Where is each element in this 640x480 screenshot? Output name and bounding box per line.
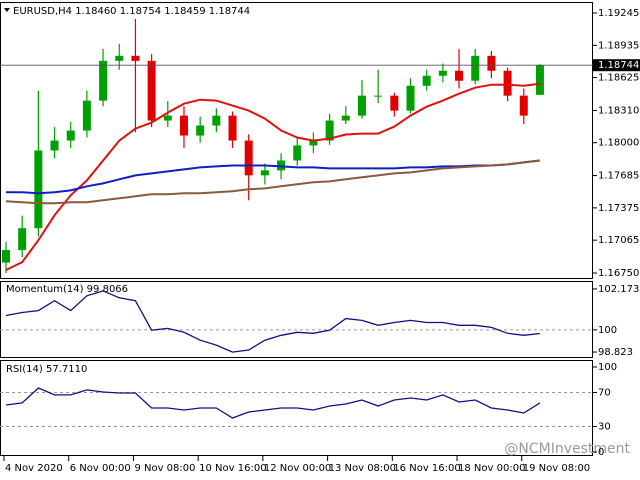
candle-body <box>34 150 43 229</box>
candle-body <box>99 60 108 101</box>
candle-body <box>66 130 75 141</box>
candle-body <box>422 75 431 86</box>
momentum-panel <box>0 281 593 358</box>
candle-body <box>244 140 253 176</box>
candle-body <box>309 140 318 146</box>
candle-body <box>503 70 512 96</box>
indicator-line <box>5 387 541 419</box>
y-tick-label: 1.16750 <box>598 268 639 279</box>
candle-body <box>18 228 27 251</box>
y-tick-label: 1.17375 <box>598 203 639 214</box>
watermark: @NCMInvestment <box>504 441 630 457</box>
candle-body <box>455 70 464 81</box>
y-tick-label: 1.19245 <box>598 8 639 19</box>
y-tick-label: 100 <box>598 362 617 373</box>
candle-body <box>341 115 350 121</box>
candle-body <box>406 85 415 111</box>
x-tick-label: 13 Nov 08:00 <box>329 463 396 474</box>
x-tick-label: 18 Nov 00:00 <box>458 463 525 474</box>
candle-body <box>535 65 544 95</box>
candle-body <box>471 55 480 81</box>
y-tick-label: 30 <box>598 422 611 433</box>
candle-body <box>357 95 366 116</box>
x-tick-label: 9 Nov 08:00 <box>134 463 195 474</box>
candle-body <box>260 170 269 176</box>
y-tick-label: 98.823 <box>598 347 633 358</box>
x-tick-label: 4 Nov 2020 <box>5 463 63 474</box>
candle-body <box>179 115 188 136</box>
x-tick-label: 6 Nov 00:00 <box>70 463 131 474</box>
y-tick-label: 0 <box>598 447 604 458</box>
candle-body <box>50 140 59 151</box>
y-tick-label: 1.18310 <box>598 105 639 116</box>
candle-body <box>82 100 91 131</box>
candle-body <box>228 115 237 141</box>
momentum-title: Momentum(14) 99.8066 <box>6 284 128 295</box>
candle-body <box>487 55 496 71</box>
candle-body <box>519 95 528 116</box>
candle-body <box>115 55 124 61</box>
x-tick-label: 12 Nov 00:00 <box>264 463 331 474</box>
y-tick-label: 1.18935 <box>598 40 639 51</box>
candle-body <box>196 125 205 136</box>
rsi-panel <box>0 360 593 456</box>
y-tick-label: 70 <box>598 387 611 398</box>
candle-body <box>163 115 172 121</box>
indicator-line <box>6 159 541 195</box>
candle-body <box>293 145 302 161</box>
x-tick-label: 19 Nov 08:00 <box>523 463 590 474</box>
candle-body <box>438 70 447 76</box>
x-tick-label: 10 Nov 16:00 <box>199 463 266 474</box>
candle-body <box>374 95 383 97</box>
y-tick-label: 1.18000 <box>598 138 639 149</box>
y-tick-label: 102.173 <box>598 284 639 295</box>
main-panel <box>0 2 593 279</box>
y-tick-label: 100 <box>598 325 617 336</box>
candle-body <box>2 250 10 263</box>
indicator-line <box>5 290 540 353</box>
indicator-line <box>5 82 541 271</box>
chart-title: EURUSD,H4 1.18460 1.18754 1.18459 1.1874… <box>13 6 250 17</box>
candle-body <box>212 115 221 126</box>
y-tick-label: 1.17685 <box>598 171 639 182</box>
candle-body <box>131 55 140 61</box>
y-tick-label: 1.18625 <box>598 73 639 84</box>
candle-body <box>390 95 399 111</box>
last-price-box <box>593 59 640 72</box>
rsi-title: RSI(14) 57.7110 <box>6 364 87 375</box>
y-tick-label: 1.17065 <box>598 235 639 246</box>
x-tick-label: 16 Nov 16:00 <box>393 463 460 474</box>
candle-body <box>147 60 156 121</box>
indicator-line <box>5 159 541 205</box>
candle-body <box>325 120 334 141</box>
menu-arrow <box>4 8 10 12</box>
last-price-label: 1.18744 <box>598 60 639 71</box>
